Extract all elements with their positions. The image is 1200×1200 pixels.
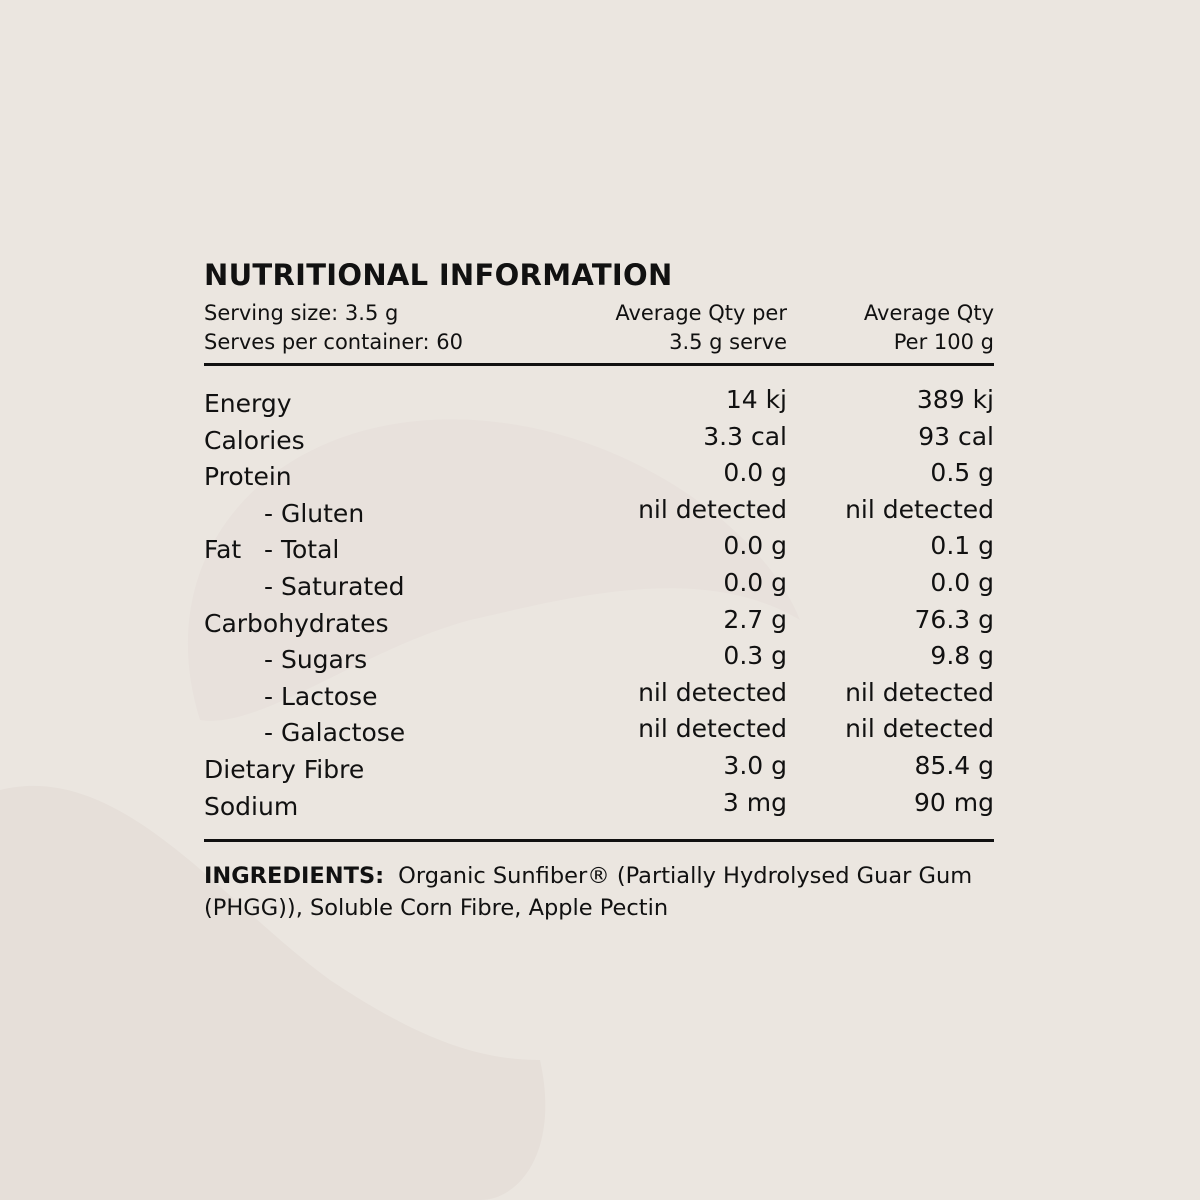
ingredients-label: INGREDIENTS: — [204, 863, 385, 890]
nutrient-label: Fat - Total — [204, 532, 487, 569]
serving-info: Serving size: 3.5 g Serves per container… — [204, 299, 487, 363]
value-per-100g: 85.4 g — [914, 750, 994, 780]
table-row: Dietary Fibre 3.0 g 85.4 g — [204, 751, 994, 789]
value-per-100g: nil detected — [845, 494, 994, 524]
nutrient-label: - Gluten — [204, 496, 487, 533]
nutrient-name: - Saturated — [264, 571, 405, 601]
table-row: Protein 0.0 g 0.5 g — [204, 458, 994, 496]
table-header: Serving size: 3.5 g Serves per container… — [204, 299, 994, 363]
value-per-100g: nil detected — [845, 677, 994, 707]
nutrient-name: Protein — [204, 462, 292, 492]
table-row: - Gluten nil detected nil detected — [204, 495, 994, 533]
nutrient-label: - Lactose — [204, 679, 487, 716]
value-per-100g: 90 mg — [914, 787, 994, 817]
value-per-serve: nil detected — [638, 677, 787, 707]
column-header-per-serve: Average Qty per 3.5 g serve — [487, 299, 787, 363]
nutrient-name: Sodium — [204, 791, 299, 821]
value-per-serve: 0.3 g — [723, 641, 787, 671]
value-per-serve: 0.0 g — [723, 531, 787, 561]
value-per-serve: 14 kj — [725, 385, 787, 414]
value-per-100g: 389 kj — [916, 385, 994, 414]
table-row: Fat - Total 0.0 g 0.1 g — [204, 531, 994, 569]
table-row: Carbohydrates 2.7 g 76.3 g — [204, 605, 994, 643]
value-per-100g: 93 cal — [918, 421, 994, 451]
nutrient-label: Sodium — [204, 789, 487, 826]
ingredients: INGREDIENTS: Organic Sunfiber® (Partially… — [204, 860, 994, 924]
serving-size: Serving size: 3.5 g — [204, 301, 399, 325]
value-per-serve: 0.0 g — [723, 458, 787, 488]
column-header-per-100g-line1: Average Qty — [863, 301, 994, 325]
nutrient-name: Calories — [204, 425, 305, 455]
value-per-serve: 3 mg — [722, 787, 787, 817]
value-per-serve: nil detected — [638, 714, 787, 744]
value-per-100g: 0.0 g — [930, 567, 994, 597]
nutrition-panel: NUTRITIONAL INFORMATION Serving size: 3.… — [204, 255, 994, 924]
nutrient-prefix: Fat — [204, 535, 242, 565]
nutrient-name: - Gluten — [264, 498, 365, 528]
column-header-per-serve-line1: Average Qty per — [615, 301, 787, 325]
nutrient-label: - Sugars — [204, 642, 487, 679]
table-row: Calories 3.3 cal 93 cal — [204, 422, 994, 460]
nutrient-label: Energy — [204, 386, 487, 423]
nutrient-label: Calories — [204, 423, 487, 460]
table-row: - Galactose nil detected nil detected — [204, 714, 994, 752]
serves-per-container: Serves per container: 60 — [204, 330, 464, 354]
table-row: Sodium 3 mg 90 mg — [204, 788, 994, 826]
nutrient-label: Protein — [204, 459, 487, 496]
nutrient-name: - Galactose — [264, 718, 406, 748]
nutrient-name: Dietary Fibre — [204, 754, 365, 784]
value-per-100g: nil detected — [845, 714, 994, 744]
nutrient-label: - Saturated — [204, 569, 487, 606]
nutrient-rows: Energy 14 kj 389 kj Calories 3.3 cal 93 cal Pr… — [204, 366, 994, 839]
value-per-100g: 0.5 g — [930, 458, 994, 488]
value-per-serve: 3.0 g — [723, 750, 787, 780]
panel-title: NUTRITIONAL INFORMATION — [204, 258, 673, 292]
ingredients-text: Organic Sunfiber® (Partially Hydrolysed … — [204, 863, 973, 922]
column-header-per-100g: Average Qty Per 100 g — [787, 299, 994, 363]
value-per-100g: 0.1 g — [930, 531, 994, 561]
table-row: Energy 14 kj 389 kj — [204, 385, 994, 423]
column-header-per-serve-line2: 3.5 g serve — [669, 330, 787, 354]
nutrient-name: - Lactose — [264, 681, 378, 711]
nutrient-label: Dietary Fibre — [204, 752, 487, 789]
value-per-serve: 0.0 g — [723, 567, 787, 597]
value-per-100g: 76.3 g — [914, 604, 994, 634]
nutrient-name: Energy — [204, 389, 292, 418]
value-per-serve: 3.3 cal — [703, 421, 787, 451]
table-row: - Sugars 0.3 g 9.8 g — [204, 641, 994, 679]
value-per-serve: 2.7 g — [723, 604, 787, 634]
table-row: - Lactose nil detected nil detected — [204, 678, 994, 716]
nutrient-name: - Sugars — [264, 645, 368, 675]
divider — [204, 839, 994, 843]
value-per-100g: 9.8 g — [930, 641, 994, 671]
nutrient-label: Carbohydrates — [204, 606, 487, 643]
nutrient-name: - Total — [264, 535, 340, 565]
value-per-serve: nil detected — [638, 494, 787, 524]
nutrient-name: Carbohydrates — [204, 608, 389, 638]
table-row: - Saturated 0.0 g 0.0 g — [204, 568, 994, 606]
divider — [204, 363, 994, 366]
nutrient-label: - Galactose — [204, 715, 487, 752]
column-header-per-100g-line2: Per 100 g — [893, 330, 994, 354]
